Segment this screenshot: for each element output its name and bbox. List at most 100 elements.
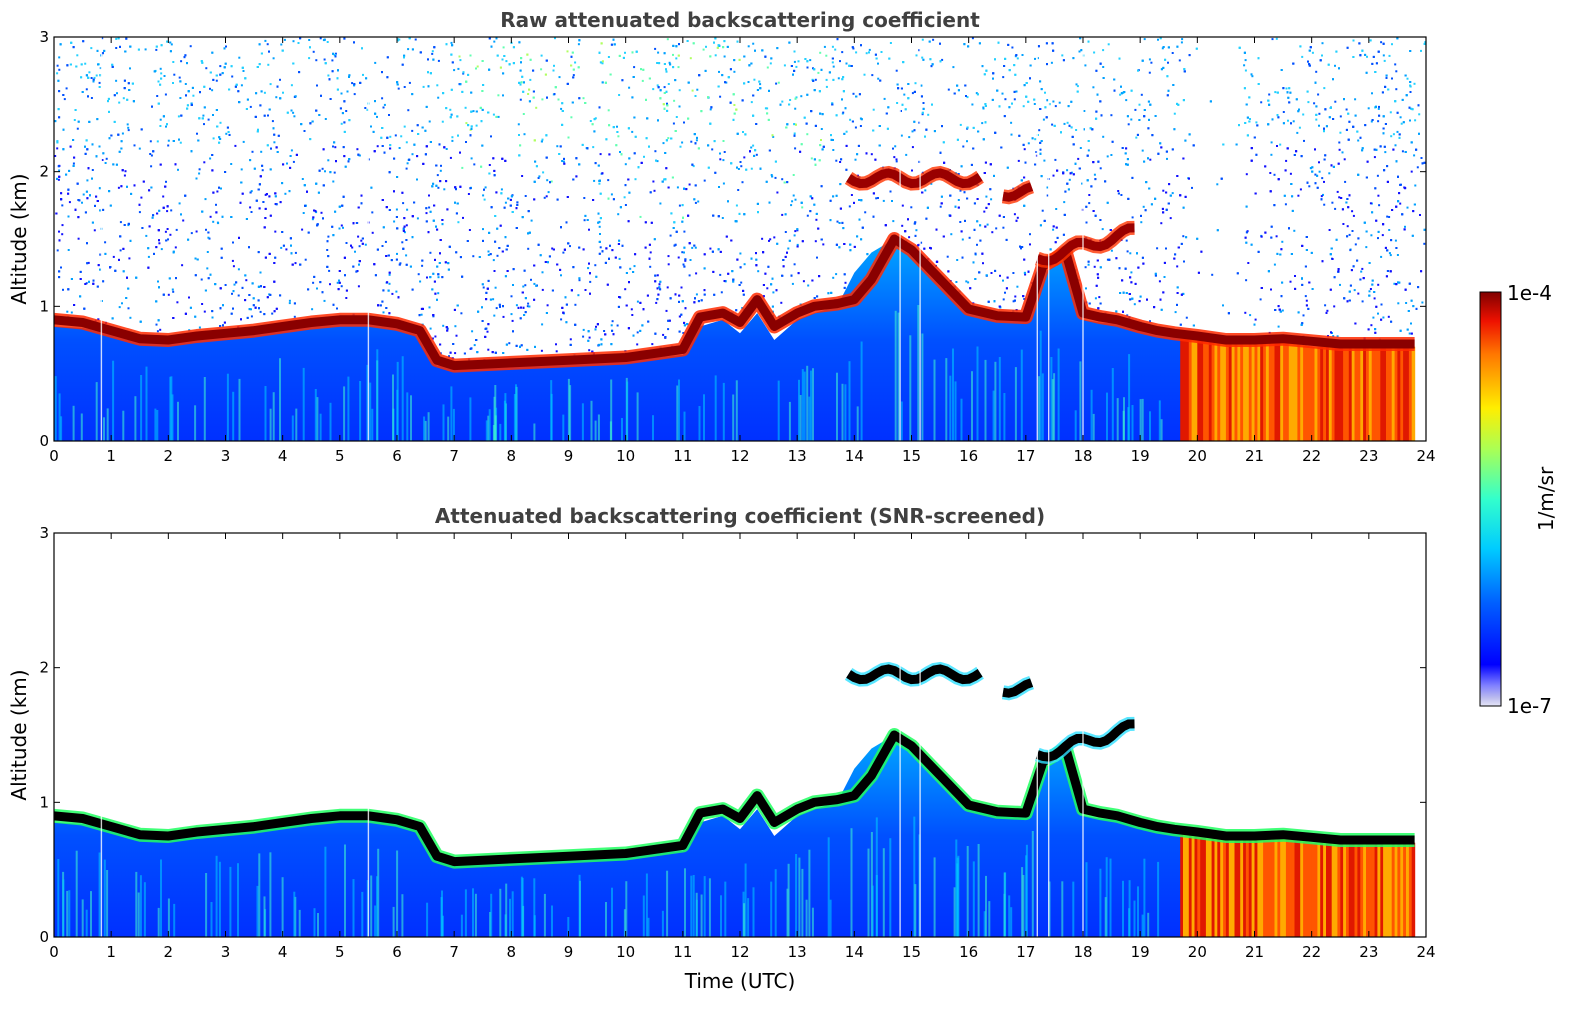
noise-pixel: [651, 343, 654, 346]
noise-pixel: [1357, 292, 1360, 295]
noise-pixel: [722, 159, 725, 162]
noise-pixel: [70, 311, 73, 314]
noise-pixel: [1367, 107, 1370, 110]
noise-pixel: [1067, 188, 1070, 191]
noise-pixel: [72, 139, 75, 141]
noise-pixel: [68, 169, 71, 172]
noise-pixel: [1084, 64, 1087, 67]
noise-pixel: [1413, 82, 1416, 85]
noise-pixel: [678, 105, 681, 108]
noise-pixel: [56, 147, 59, 150]
noise-pixel: [1368, 262, 1371, 264]
noise-pixel: [1173, 257, 1176, 260]
noise-pixel: [266, 43, 269, 46]
noise-pixel: [839, 161, 842, 163]
noise-pixel: [1298, 126, 1301, 129]
noise-pixel: [1423, 228, 1426, 231]
noise-pixel: [308, 39, 311, 41]
noise-pixel: [992, 77, 994, 80]
noise-pixel: [677, 256, 680, 259]
noise-pixel: [956, 259, 959, 261]
noise-pixel: [490, 135, 492, 138]
noise-pixel: [663, 52, 666, 55]
noise-pixel: [527, 247, 530, 250]
noise-pixel: [457, 67, 460, 70]
noise-pixel: [344, 274, 346, 277]
noise-pixel: [739, 266, 742, 269]
noise-pixel: [1154, 274, 1157, 277]
noise-pixel: [1333, 305, 1336, 308]
noise-pixel: [451, 136, 454, 139]
noise-pixel: [1308, 63, 1311, 66]
noise-pixel: [747, 45, 750, 48]
noise-pixel: [1339, 131, 1342, 134]
noise-pixel: [1110, 249, 1113, 252]
noise-pixel: [598, 225, 601, 228]
noise-pixel: [115, 79, 118, 82]
noise-pixel: [966, 197, 969, 200]
noise-pixel: [1185, 316, 1188, 319]
noise-pixel: [253, 167, 256, 170]
noise-pixel: [678, 330, 681, 333]
noise-pixel: [1150, 61, 1153, 64]
noise-pixel: [510, 295, 513, 298]
noise-pixel: [820, 185, 823, 188]
noise-pixel: [523, 269, 526, 272]
noise-pixel: [709, 247, 712, 250]
noise-pixel: [1395, 88, 1398, 91]
noise-pixel: [719, 95, 722, 98]
noise-pixel: [58, 56, 61, 59]
noise-pixel: [502, 46, 505, 49]
noise-pixel: [1106, 258, 1109, 261]
noise-pixel: [880, 51, 883, 53]
noise-pixel: [515, 304, 518, 307]
noise-pixel: [493, 169, 496, 172]
noise-pixel: [155, 323, 158, 326]
noise-pixel: [558, 153, 561, 155]
noise-pixel: [718, 186, 720, 188]
noise-pixel: [761, 237, 764, 240]
noise-pixel: [723, 40, 726, 43]
noise-pixel: [121, 302, 123, 305]
noise-pixel: [1176, 286, 1179, 289]
noise-pixel: [920, 84, 923, 87]
noise-pixel: [1370, 234, 1373, 237]
noise-pixel: [865, 52, 868, 55]
noise-pixel: [411, 48, 414, 51]
noise-pixel: [163, 75, 166, 77]
noise-pixel: [488, 172, 491, 175]
noise-pixel: [249, 105, 252, 108]
noise-pixel: [264, 39, 267, 42]
noise-pixel: [209, 87, 211, 90]
noise-pixel: [957, 206, 960, 209]
noise-pixel: [445, 180, 448, 183]
noise-pixel: [155, 45, 158, 48]
noise-pixel: [611, 249, 614, 252]
noise-pixel: [1348, 233, 1351, 236]
noise-pixel: [649, 191, 652, 194]
noise-pixel: [284, 192, 287, 195]
noise-pixel: [863, 73, 866, 76]
noise-pixel: [459, 59, 462, 62]
noise-pixel: [355, 270, 358, 273]
noise-pixel: [462, 72, 465, 75]
noise-pixel: [684, 307, 687, 310]
noise-pixel: [1394, 239, 1397, 242]
noise-pixel: [1016, 57, 1019, 60]
noise-pixel: [1273, 263, 1276, 266]
noise-pixel: [657, 293, 660, 296]
noise-pixel: [521, 75, 524, 78]
noise-pixel: [246, 98, 249, 101]
noise-pixel: [1248, 96, 1251, 99]
noise-pixel: [696, 136, 698, 139]
noise-pixel: [327, 74, 330, 77]
noise-pixel: [1159, 37, 1162, 40]
noise-pixel: [58, 169, 61, 172]
noise-pixel: [766, 112, 769, 115]
noise-pixel: [1165, 247, 1167, 250]
noise-pixel: [1063, 122, 1066, 125]
noise-pixel: [1094, 297, 1097, 300]
noise-pixel: [353, 93, 356, 96]
noise-pixel: [582, 335, 585, 338]
